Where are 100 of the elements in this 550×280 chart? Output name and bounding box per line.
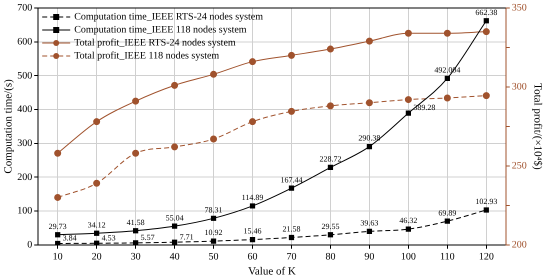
x-tick-label: 50 [208,251,219,262]
data-label: 21.58 [282,224,300,234]
data-label: 41.58 [126,218,145,227]
data-label: 69.89 [438,208,456,218]
y-tick-label: 200 [17,172,32,183]
legend-label: Computation time_IEEE RTS-24 nodes system [74,12,264,23]
point [249,58,256,66]
data-label: 78.31 [204,205,223,214]
y-tick-label: 600 [17,36,32,48]
x-tick-label: 30 [130,251,141,262]
data-label: 46.32 [399,216,418,226]
x-tick-label: 40 [170,251,180,262]
point [171,143,178,150]
y2-tick-label: 350 [512,2,527,14]
x-tick-label: 110 [440,251,455,262]
point [288,234,294,240]
point [326,46,334,53]
point [54,194,62,201]
point [444,76,450,81]
point [444,218,450,224]
point [54,150,62,157]
point [326,102,334,110]
point [94,240,100,245]
data-label: 3.84 [62,234,77,243]
data-label: 5.57 [140,233,155,242]
legend-label: Total profit_IEEE RTS-24 nodes system [74,38,236,49]
point [406,226,412,232]
point [444,94,451,102]
point [94,230,100,236]
data-label: 290.38 [358,134,380,143]
y2-tick-label: 300 [512,82,527,93]
point [210,238,216,244]
point [484,207,489,213]
x-tick-label: 90 [364,251,374,262]
point [366,144,372,150]
data-label: 15.46 [244,226,262,236]
point [132,228,138,234]
x-tick-label: 70 [286,251,296,262]
point [93,180,100,187]
point [366,228,372,234]
point [55,240,60,245]
data-label: 7.71 [180,232,194,242]
data-label: 55.04 [166,213,184,222]
x-tick-label: 100 [400,251,416,262]
point [55,232,60,238]
point [482,28,490,36]
point [132,150,140,157]
point [93,118,100,126]
point [366,38,373,45]
data-label: 29.73 [48,222,67,231]
point [444,30,451,37]
x-tick-label: 20 [92,251,102,262]
point [132,98,140,105]
point [482,92,490,100]
y2-axis-title: Total profit/(×10⁴$) [532,83,544,170]
y-tick-label: 100 [17,206,32,217]
point [249,118,256,126]
x-tick-label: 80 [325,251,336,262]
point [288,108,295,115]
data-label: 662.38 [475,8,498,17]
y-tick-label: 400 [17,104,32,116]
point [210,136,218,143]
y2-tick-label: 200 [512,239,527,250]
data-label: 39.63 [360,218,378,228]
point [210,216,216,221]
point [404,30,412,37]
point [288,186,294,191]
data-label: 10.92 [204,228,223,238]
y-axis-title: Computation time/(s) [2,78,14,174]
data-label: 167.44 [280,175,302,184]
point [288,52,295,59]
x-tick-label: 120 [478,251,494,262]
y2-tick-label: 250 [512,160,527,172]
point [484,18,489,24]
point [404,96,412,104]
y-tick-label: 0 [27,239,32,250]
x-axis-title: Value of K [248,265,296,278]
point [210,70,218,78]
y-tick-label: 700 [17,2,32,14]
point [250,203,256,209]
point [366,99,373,106]
data-label: 29.55 [321,222,340,231]
point [406,110,412,116]
legend-label: Computation time_IEEE 118 nodes system [74,24,247,36]
point [328,232,334,238]
y-tick-label: 500 [17,70,32,82]
data-label: 102.93 [475,197,498,206]
point [171,82,178,89]
data-label: 389.28 [413,103,436,112]
point [172,224,178,229]
x-tick-label: 60 [248,251,258,262]
point [328,164,334,170]
data-label: 114.89 [242,193,264,202]
point [250,236,256,242]
x-tick-label: 10 [52,251,63,262]
point [172,240,178,245]
y-tick-label: 300 [17,138,32,149]
data-label: 34.12 [88,220,106,230]
legend-label: Total profit_IEEE 118 nodes system [74,50,220,62]
data-label: 228.72 [319,154,342,164]
